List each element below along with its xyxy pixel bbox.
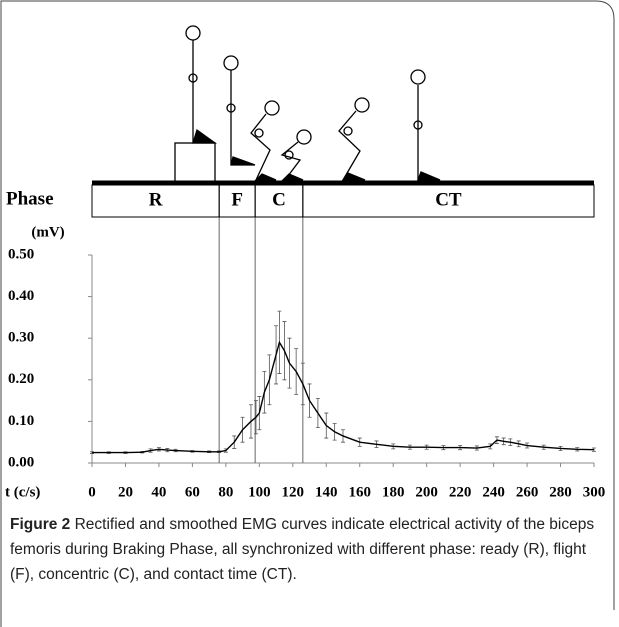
- phase-label: Phase: [6, 188, 54, 209]
- x-tick-label: 160: [348, 484, 371, 500]
- y-tick-label: 0.00: [8, 454, 34, 470]
- phase-name: CT: [435, 189, 462, 210]
- x-tick-label: 180: [382, 484, 405, 500]
- y-tick-label: 0.10: [8, 413, 34, 429]
- x-axis-label: t (c/s): [5, 484, 40, 500]
- emg-line: [92, 340, 595, 454]
- y-tick-label: 0.30: [8, 330, 34, 346]
- x-tick-label: 80: [218, 484, 233, 500]
- y-tick-label: 0.20: [8, 371, 34, 387]
- x-tick-label: 300: [583, 484, 606, 500]
- x-tick-label: 260: [516, 484, 539, 500]
- x-tick-label: 220: [449, 484, 472, 500]
- phase-name: R: [149, 189, 163, 210]
- y-tick-label: 0.40: [8, 288, 34, 304]
- x-tick-label: 20: [118, 484, 133, 500]
- stick-figures: [174, 25, 441, 184]
- x-tick-label: 200: [415, 484, 438, 500]
- x-tick-label: 0: [88, 484, 96, 500]
- x-tick-label: 140: [315, 484, 338, 500]
- x-tick-label: 120: [282, 484, 305, 500]
- x-tick-label: 60: [185, 484, 200, 500]
- phase-box: [302, 184, 595, 218]
- phase-name: C: [272, 189, 286, 210]
- x-tick-label: 240: [482, 484, 505, 500]
- x-tick-label: 280: [549, 484, 572, 500]
- x-tick-label: 40: [151, 484, 166, 500]
- y-tick-label: 0.50: [8, 246, 34, 262]
- caption-text: Rectified and smoothed EMG curves indica…: [10, 516, 595, 583]
- x-tick-label: 100: [248, 484, 271, 500]
- caption: Figure 2 Rectified and smoothed EMG curv…: [10, 512, 610, 587]
- y-axis-label: (mV): [31, 224, 64, 240]
- caption-label: Figure 2: [10, 516, 71, 533]
- phase-name: F: [231, 189, 243, 210]
